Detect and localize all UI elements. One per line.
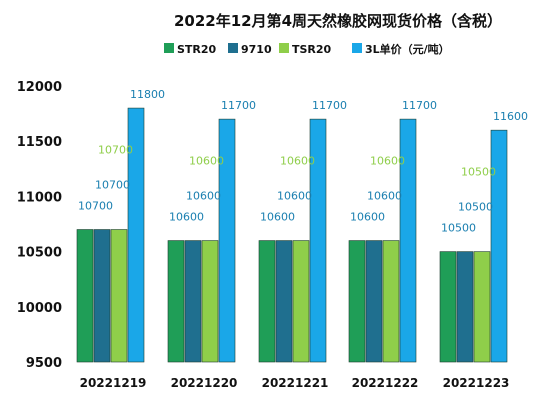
x-tick-label: 20221219: [80, 376, 147, 390]
data-label-1-0: 10600: [169, 211, 204, 224]
data-labels: 10700 10700 10700 11800 10600 10600 10600 11700…: [78, 88, 528, 235]
y-tick-label: 10500: [17, 246, 62, 261]
data-label-1-1: 10600: [186, 190, 221, 203]
data-label-3-0: 10600: [350, 211, 385, 224]
data-label-2-2: 10600: [280, 155, 315, 168]
bar-3-1: [365, 240, 383, 363]
data-label-1-3: 11700: [221, 99, 256, 112]
bar-1-0: [167, 240, 185, 363]
bar-4-2: [473, 251, 491, 363]
x-axis: 20221219 20221220 20221221 20221222 20221223: [80, 376, 510, 390]
y-axis: 9500 10000 10500 11000 11500 12000: [17, 80, 62, 371]
data-label-4-2: 10500: [461, 166, 496, 179]
bar-2-0: [258, 240, 276, 363]
x-tick-label: 20221223: [443, 376, 510, 390]
y-tick-label: 9500: [26, 356, 62, 371]
legend-swatch-2: [279, 43, 289, 53]
bars: [76, 107, 508, 363]
data-label-4-3: 11600: [493, 110, 528, 123]
y-tick-label: 10000: [17, 301, 62, 316]
bar-2-3: [309, 118, 327, 363]
bar-4-1: [456, 251, 474, 363]
legend-label-0: STR20: [177, 43, 217, 56]
legend-label-3: 3L单价（元/吨）: [365, 42, 450, 56]
bar-0-1: [93, 229, 111, 363]
data-label-3-2: 10600: [370, 155, 405, 168]
x-tick-label: 20221220: [171, 376, 238, 390]
legend-swatch-3: [352, 43, 362, 53]
data-label-3-3: 11700: [402, 99, 437, 112]
legend-swatch-0: [164, 43, 174, 53]
data-label-2-1: 10600: [277, 190, 312, 203]
bar-3-0: [348, 240, 366, 363]
data-label-2-0: 10600: [260, 211, 295, 224]
legend-label-1: 9710: [241, 43, 272, 56]
data-label-0-0: 10700: [78, 200, 113, 213]
data-label-4-1: 10500: [458, 201, 493, 214]
data-label-0-2: 10700: [98, 144, 133, 157]
x-tick-label: 20221222: [352, 376, 419, 390]
legend-label-2: TSR20: [292, 43, 332, 56]
y-tick-label: 11500: [17, 135, 62, 150]
data-label-0-1: 10700: [95, 179, 130, 192]
bar-1-1: [184, 240, 202, 363]
legend-swatch-1: [228, 43, 238, 53]
chart-title: 2022年12月第4周天然橡胶网现货价格（含税）: [174, 12, 502, 30]
bar-4-3: [490, 129, 508, 363]
bar-0-3: [127, 107, 145, 363]
data-label-4-0: 10500: [441, 222, 476, 235]
bar-2-2: [292, 240, 310, 363]
bar-0-0: [76, 229, 94, 363]
bar-3-2: [382, 240, 400, 363]
data-label-1-2: 10600: [189, 155, 224, 168]
legend: STR20 9710 TSR20 3L单价（元/吨）: [164, 42, 450, 56]
bar-3-3: [399, 118, 417, 363]
bar-4-0: [439, 251, 457, 363]
y-tick-label: 11000: [17, 190, 62, 205]
y-tick-label: 12000: [17, 80, 62, 95]
x-tick-label: 20221221: [262, 376, 329, 390]
data-label-3-1: 10600: [367, 190, 402, 203]
bar-1-2: [201, 240, 219, 363]
bar-2-1: [275, 240, 293, 363]
data-label-2-3: 11700: [312, 99, 347, 112]
bar-0-2: [110, 229, 128, 363]
data-label-0-3: 11800: [130, 88, 165, 101]
bar-1-3: [218, 118, 236, 363]
